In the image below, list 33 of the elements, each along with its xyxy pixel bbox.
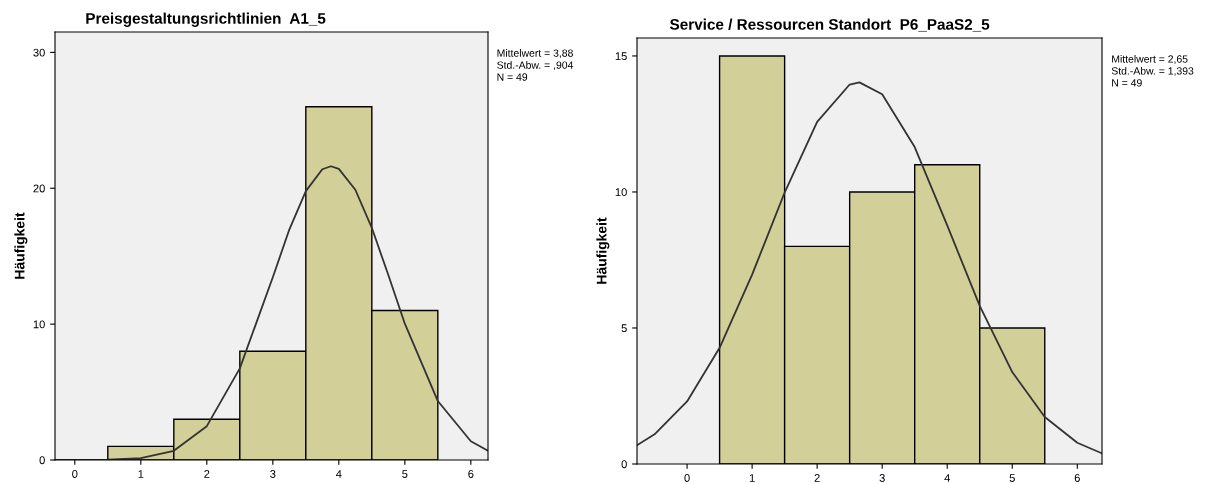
y-tick-label: 5 xyxy=(621,324,627,333)
line-series xyxy=(637,81,1102,455)
chart-title: Preisgestaltungsrichtlinien A1_5 xyxy=(86,12,326,27)
y-tick-label: 10 xyxy=(33,320,45,329)
chart-title: Service / Ressourcen Standort P6_PaaS2_5 xyxy=(669,18,990,32)
y-tick-label: 10 xyxy=(615,188,627,197)
text: N = 49 xyxy=(1112,79,1142,87)
y-tick-label: 0 xyxy=(621,460,627,469)
text: Mittelwert = 3,88 xyxy=(497,49,573,58)
y-tick-label: 20 xyxy=(33,184,45,193)
y-axis-title: Häufigkeit xyxy=(14,212,28,279)
y-tick-label: 0 xyxy=(39,456,45,465)
x-tick-label: 4 xyxy=(335,470,342,478)
text: Std.-Abw. = ,904 xyxy=(497,61,574,70)
text: Std.-Abw. = 1,393 xyxy=(1111,66,1194,76)
x-tick-label: 0 xyxy=(684,474,690,482)
x-tick-label: 2 xyxy=(814,474,820,482)
x-tick-label: 1 xyxy=(749,474,755,482)
y-axis-title: Häufigkeit xyxy=(596,217,610,284)
x-tick-label: 3 xyxy=(270,470,276,478)
y-tick-label: 30 xyxy=(33,48,45,57)
x-tick-label: 5 xyxy=(1009,474,1015,482)
y-tick-label: 15 xyxy=(615,52,627,61)
text: N = 49 xyxy=(497,73,528,81)
x-tick-label: 6 xyxy=(1074,474,1080,482)
x-tick-label: 3 xyxy=(879,474,885,482)
x-tick-label: 6 xyxy=(468,470,474,478)
x-tick-label: 5 xyxy=(402,470,408,478)
x-tick-label: 1 xyxy=(138,470,144,478)
x-tick-label: 0 xyxy=(72,470,78,478)
x-tick-label: 4 xyxy=(944,474,950,482)
text: Mittelwert = 2,65 xyxy=(1112,55,1188,64)
x-tick-label: 2 xyxy=(204,470,210,478)
